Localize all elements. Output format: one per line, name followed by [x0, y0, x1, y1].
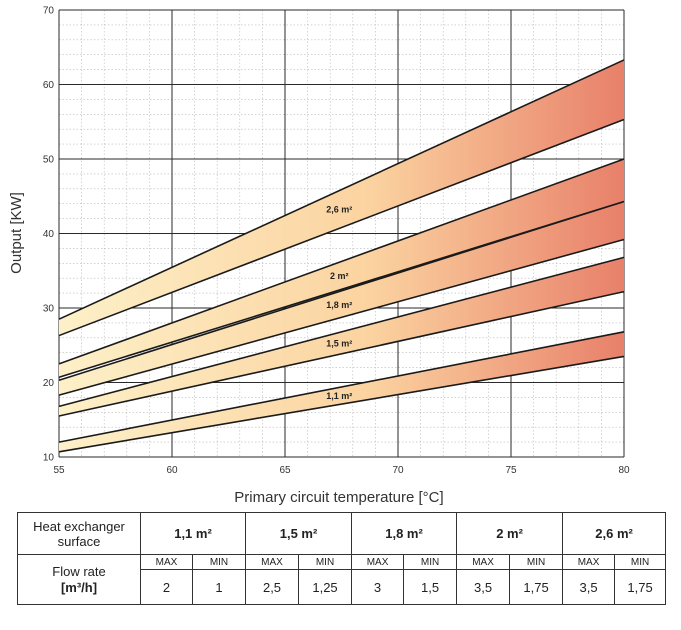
band-max-line: [58, 158, 625, 365]
output-chart: 1,1 m² 1,5 m² 1,8 m² 2 m² 2,6 m² 55 60 65 70 75 8…: [8, 6, 630, 507]
flow-max-2-6: 3,5: [562, 569, 616, 605]
max-label: MAX: [140, 554, 193, 570]
area-1-8: 1,8 m²: [351, 512, 458, 555]
band-fill: [59, 257, 624, 417]
max-label: MAX: [245, 554, 300, 570]
band-fill: [59, 159, 624, 378]
flow-max-1-1: 2: [140, 569, 193, 605]
band-min-line: [58, 238, 625, 396]
band-fill: [59, 331, 624, 452]
tick-labels: 55 60 65 70 75 80 10 20 30 40 50 60 70: [43, 6, 630, 477]
y-tick-label: 50: [43, 155, 55, 166]
band-min-line: [58, 200, 625, 379]
area-2-6: 2,6 m²: [562, 512, 667, 555]
min-label: MIN: [191, 554, 247, 570]
flow-min-1-5: 1,25: [298, 569, 353, 605]
min-label: MIN: [509, 554, 564, 570]
flow-min-2-6: 1,75: [614, 569, 667, 605]
band-min-line: [58, 118, 625, 337]
min-label: MIN: [403, 554, 458, 570]
x-tick-label: 80: [618, 465, 630, 476]
output-bands: 1,1 m² 1,5 m² 1,8 m² 2 m² 2,6 m²: [58, 59, 625, 453]
x-axis-title: Primary circuit temperature [°C]: [234, 489, 443, 506]
y-tick-label: 60: [43, 80, 55, 91]
x-tick-label: 60: [166, 465, 178, 476]
x-tick-label: 65: [279, 465, 291, 476]
x-tick-label: 75: [505, 465, 517, 476]
x-tick-label: 70: [392, 465, 404, 476]
flow-max-1-5: 2,5: [245, 569, 300, 605]
y-tick-label: 20: [43, 378, 55, 389]
band-label: 1,1 m²: [326, 391, 352, 401]
max-label: MAX: [351, 554, 405, 570]
area-2: 2 m²: [456, 512, 564, 555]
flow-rate-table: Heat exchanger surface 1,1 m² 1,5 m² 1,8…: [17, 512, 667, 605]
flow-max-1-8: 3: [351, 569, 405, 605]
band-max-line: [58, 331, 625, 443]
band-max-line: [58, 256, 625, 408]
band-fill: [59, 59, 624, 336]
band-label: 1,5 m²: [326, 338, 352, 348]
flow-min-1-8: 1,5: [403, 569, 458, 605]
min-label: MIN: [614, 554, 667, 570]
area-1-1: 1,1 m²: [139, 512, 247, 555]
area-1-5: 1,5 m²: [245, 512, 353, 555]
y-tick-label: 70: [43, 6, 55, 17]
flow-rate-unit: [m³/h]: [60, 579, 98, 595]
band-min-line: [58, 355, 625, 453]
y-axis-title: Output [KW]: [8, 192, 25, 274]
band-label: 1,8 m²: [326, 300, 352, 310]
band-max-line: [58, 59, 625, 320]
band-label: 2 m²: [330, 271, 349, 281]
x-tick-label: 55: [53, 465, 65, 476]
min-label: MIN: [298, 554, 353, 570]
band-fill: [59, 201, 624, 396]
max-label: MAX: [456, 554, 511, 570]
y-tick-label: 30: [43, 304, 55, 315]
flow-rate-label: Flow rate: [52, 563, 106, 579]
flow-rate-header: Flow rate [m³/h]: [17, 554, 141, 605]
y-tick-label: 10: [43, 453, 55, 464]
y-tick-label: 40: [43, 229, 55, 240]
band-min-line: [58, 290, 625, 417]
band-label: 2,6 m²: [326, 204, 352, 214]
flow-min-1-1: 1: [191, 569, 247, 605]
max-label: MAX: [562, 554, 616, 570]
flow-min-2: 1,75: [509, 569, 564, 605]
surface-header: Heat exchanger surface: [17, 512, 141, 555]
flow-max-2: 3,5: [456, 569, 511, 605]
